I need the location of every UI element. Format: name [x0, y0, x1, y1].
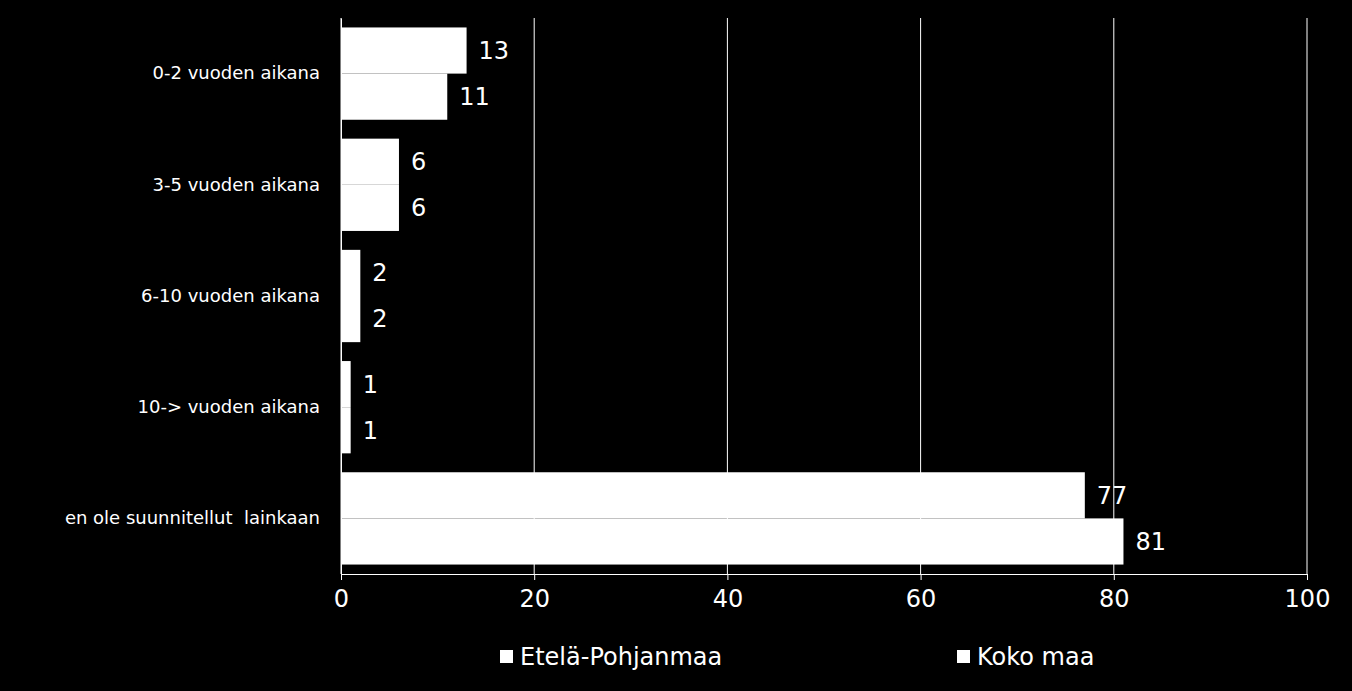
axis-line — [341, 19, 342, 575]
data-label: 2 — [372, 305, 387, 333]
category-label: en ole suunnitellut lainkaan — [65, 507, 320, 528]
data-label: 6 — [411, 194, 426, 222]
data-label: 1 — [363, 371, 378, 399]
tick-label: 80 — [1099, 585, 1130, 613]
tick-label: 40 — [713, 585, 744, 613]
tick-mark — [727, 574, 728, 580]
data-label: 11 — [459, 83, 490, 111]
tick: 80 — [1099, 574, 1130, 613]
tick-label: 60 — [906, 585, 937, 613]
tick-label: 20 — [519, 585, 550, 613]
bar — [341, 74, 447, 120]
tick-mark — [1114, 574, 1115, 580]
data-label: 77 — [1097, 482, 1128, 510]
data-label: 6 — [411, 148, 426, 176]
tick-label: 0 — [334, 585, 349, 613]
bar — [341, 185, 399, 231]
legend-label: Koko maa — [977, 643, 1094, 671]
tick-label: 100 — [1285, 585, 1331, 613]
data-label: 2 — [372, 259, 387, 287]
x-axis: 0 20 40 60 80 100 — [334, 574, 1331, 613]
tick: 60 — [906, 574, 937, 613]
category-label: 0-2 vuoden aikana — [153, 62, 320, 83]
tick: 6-10 vuoden aikana — [141, 285, 341, 306]
bar — [341, 407, 351, 453]
category-label: 3-5 vuoden aikana — [153, 174, 320, 195]
grid-line — [1307, 18, 1308, 574]
bar — [341, 518, 1123, 564]
grid-line — [341, 18, 342, 574]
data-labels: 13 6 2 1 77 11 6 2 1 81 — [363, 37, 1166, 556]
bar — [341, 27, 467, 73]
legend-label: Etelä-Pohjanmaa — [520, 643, 722, 671]
data-label: 13 — [479, 37, 510, 65]
data-label: 81 — [1135, 528, 1166, 556]
tick-mark — [921, 574, 922, 580]
tick: 100 — [1285, 574, 1331, 613]
legend-swatch — [500, 650, 513, 663]
bar — [341, 296, 360, 342]
bar — [341, 139, 399, 185]
tick: 20 — [519, 574, 550, 613]
data-label: 1 — [363, 417, 378, 445]
bar — [341, 361, 351, 407]
y-axis: 0-2 vuoden aikana 3-5 vuoden aikana 6-10 v… — [65, 19, 342, 575]
legend: Etelä-Pohjanmaa Koko maa — [500, 643, 1094, 671]
bar — [341, 250, 360, 296]
tick: 10-> vuoden aikana — [137, 396, 341, 417]
tick: 0-2 vuoden aikana — [153, 62, 341, 83]
grid — [341, 18, 1307, 574]
tick-mark — [341, 574, 342, 580]
bar — [341, 472, 1085, 518]
tick: 0 — [334, 574, 349, 613]
tick-mark — [534, 574, 535, 580]
legend-swatch — [957, 650, 970, 663]
tick: en ole suunnitellut lainkaan — [65, 507, 341, 528]
tick: 40 — [713, 574, 744, 613]
axis-line — [342, 575, 1308, 581]
chart: 13 6 2 1 77 11 6 2 1 81 0 20 40 60 80 100 0-2 vuoden aik… — [0, 0, 1352, 691]
tick: 3-5 vuoden aikana — [153, 174, 341, 195]
category-label: 6-10 vuoden aikana — [141, 285, 320, 306]
tick-mark — [1307, 574, 1308, 580]
bars — [341, 27, 1123, 564]
category-label: 10-> vuoden aikana — [137, 396, 320, 417]
